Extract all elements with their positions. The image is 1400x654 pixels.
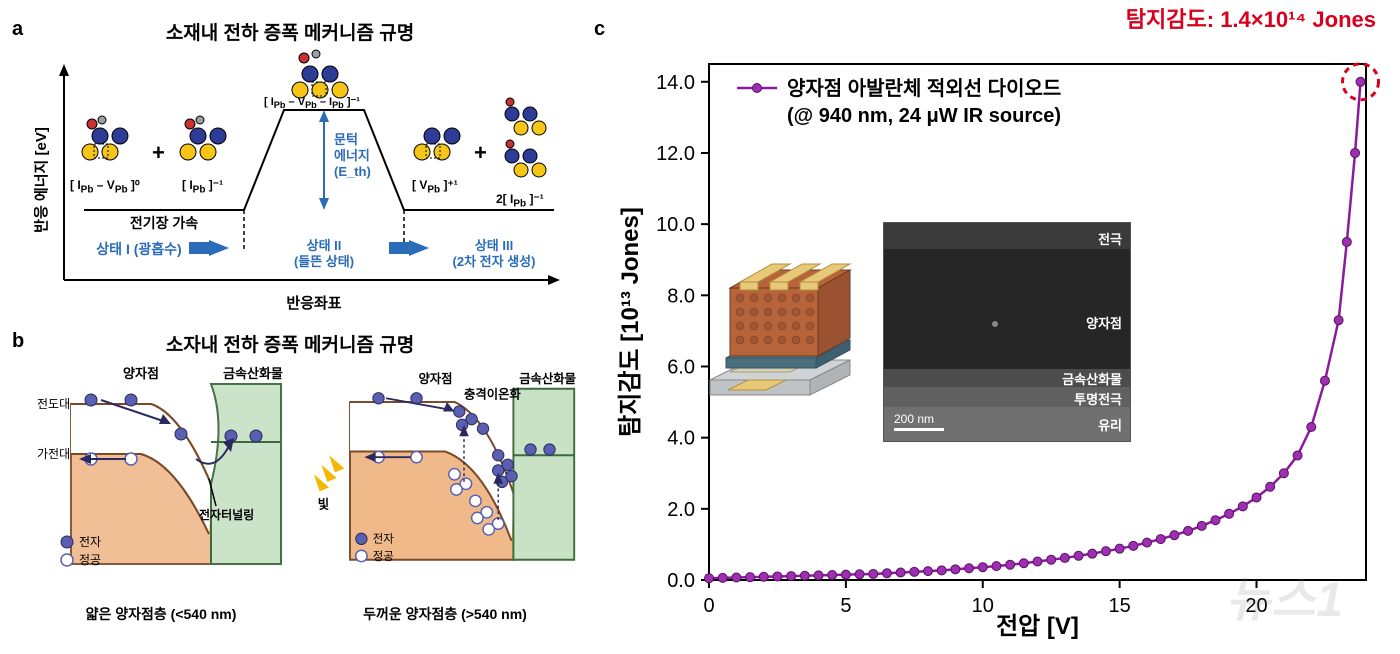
mol-label-2: [ IPb ]⁻¹	[182, 178, 223, 195]
panel-b-title: 소자내 전하 증폭 메커니즘 규명	[0, 330, 580, 357]
svg-text:6.0: 6.0	[667, 356, 695, 378]
plus-2: +	[474, 140, 487, 166]
left-column: a 소재내 전하 증폭 메커니즘 규명 반응 에너지 [eV] 반응좌표	[0, 0, 590, 654]
headline-prefix: 탐지감도:	[1126, 7, 1220, 32]
inset-sem-crosssection: 전극 양자점 금속산화물 투명전극 유리 200 nm	[883, 222, 1131, 442]
svg-text:전자터널링: 전자터널링	[199, 507, 254, 522]
svg-text:전도대: 전도대	[37, 397, 70, 411]
svg-text:전자: 전자	[373, 533, 394, 546]
svg-text:10: 10	[972, 595, 994, 617]
svg-text:문턱: 문턱	[334, 132, 358, 147]
svg-text:양자점 아발란체 적외선 다이오드: 양자점 아발란체 적외선 다이오드	[787, 77, 1061, 100]
sem-label-tco: 투명전극	[1074, 389, 1122, 408]
svg-text:8.0: 8.0	[667, 285, 695, 307]
panel-a-diagram: 반응 에너지 [eV] 반응좌표 문턱 에너지 (E_th) 전기장 가속	[34, 50, 574, 328]
svg-text:(2차 전자 생성): (2차 전자 생성)	[453, 254, 536, 269]
svg-text:10.0: 10.0	[656, 214, 695, 236]
sem-label-qd: 양자점	[1086, 313, 1122, 332]
svg-text:금속산화물: 금속산화물	[223, 366, 283, 381]
mol-label-1: [ IPb – VPb ]⁰	[70, 178, 140, 195]
svg-text:가전대: 가전대	[37, 447, 70, 461]
right-column: c 탐지감도: 1.4×10¹⁴ Jones 0 5 10 15 20 0.0 2.0 4.0…	[590, 0, 1400, 654]
mol-label-5: 2[ IPb ]⁻¹	[496, 192, 544, 209]
mol-label-3: [ IPb – VPb – IPb ]⁻¹	[264, 95, 360, 110]
molecule-5	[496, 94, 556, 186]
mol-label-4: [ VPb ]⁺¹	[412, 178, 458, 195]
panel-b: b 소자내 전하 증폭 메커니즘 규명 양자점 금속산화물	[0, 330, 580, 650]
sem-scalebar: 200 nm	[894, 412, 944, 431]
svg-text:전기장 가속: 전기장 가속	[130, 215, 198, 231]
panel-a-title: 소재내 전하 증폭 메커니즘 규명	[0, 18, 580, 45]
band-caption-thin: 얇은 양자점층 (<540 nm)	[28, 604, 294, 624]
svg-text:정공: 정공	[373, 550, 394, 563]
plus-1: +	[152, 140, 165, 166]
svg-text:충격이온화: 충격이온화	[464, 386, 521, 401]
band-diagram-thin: 양자점 금속산화물 전도대	[28, 364, 294, 624]
band-diagram-thick: 양자점 금속산화물 충격이온화	[312, 364, 578, 624]
svg-text:정공: 정공	[79, 553, 101, 567]
svg-text:(들뜬 상태): (들뜬 상태)	[294, 254, 354, 269]
svg-text:5: 5	[840, 595, 851, 617]
panel-a-xaxis: 반응좌표	[286, 295, 341, 312]
svg-text:상태 III: 상태 III	[475, 238, 513, 253]
molecule-2	[176, 112, 232, 168]
svg-text:에너지: 에너지	[334, 148, 370, 163]
figure-container: a 소재내 전하 증폭 메커니즘 규명 반응 에너지 [eV] 반응좌표	[0, 0, 1400, 654]
panel-a-yaxis: 반응 에너지 [eV]	[34, 127, 50, 233]
molecule-1	[78, 112, 134, 168]
svg-text:전자: 전자	[79, 535, 101, 549]
svg-text:4.0: 4.0	[667, 428, 695, 450]
svg-text:금속산화물: 금속산화물	[519, 371, 576, 386]
svg-text:양자점: 양자점	[123, 366, 159, 381]
panel-c-label: c	[594, 18, 605, 41]
svg-text:0: 0	[703, 595, 714, 617]
panel-c: c 탐지감도: 1.4×10¹⁴ Jones 0 5 10 15 20 0.0 2.0 4.0…	[590, 0, 1400, 654]
sem-label-electrode: 전극	[1098, 229, 1122, 248]
svg-text:14.0: 14.0	[656, 72, 695, 94]
svg-text:20: 20	[1245, 595, 1267, 617]
svg-text:탐지감도 [10¹³ Jones]: 탐지감도 [10¹³ Jones]	[617, 207, 644, 437]
svg-text:12.0: 12.0	[656, 143, 695, 165]
svg-text:2.0: 2.0	[667, 499, 695, 521]
svg-text:(E_th): (E_th)	[334, 164, 371, 179]
inset-3d-device	[700, 240, 870, 410]
svg-text:(@ 940 nm, 24 μW IR source): (@ 940 nm, 24 μW IR source)	[787, 105, 1061, 127]
svg-text:빛: 빛	[318, 496, 329, 511]
light-icon	[314, 455, 344, 491]
panel-a: a 소재내 전하 증폭 메커니즘 규명 반응 에너지 [eV] 반응좌표	[0, 18, 580, 328]
sem-label-glass: 유리	[1098, 415, 1122, 434]
svg-text:0.0: 0.0	[667, 570, 695, 592]
molecule-4	[410, 112, 466, 168]
headline: 탐지감도: 1.4×10¹⁴ Jones	[1126, 2, 1376, 34]
sem-label-oxide: 금속산화물	[1062, 369, 1122, 388]
panel-b-row: 양자점 금속산화물 전도대	[28, 364, 578, 624]
band-caption-thick: 두꺼운 양자점층 (>540 nm)	[312, 604, 578, 624]
svg-text:상태 II: 상태 II	[307, 238, 342, 253]
svg-text:양자점: 양자점	[418, 371, 452, 386]
svg-text:전압 [V]: 전압 [V]	[996, 613, 1079, 640]
headline-value: 1.4×10¹⁴ Jones	[1220, 7, 1376, 32]
svg-text:15: 15	[1109, 595, 1131, 617]
